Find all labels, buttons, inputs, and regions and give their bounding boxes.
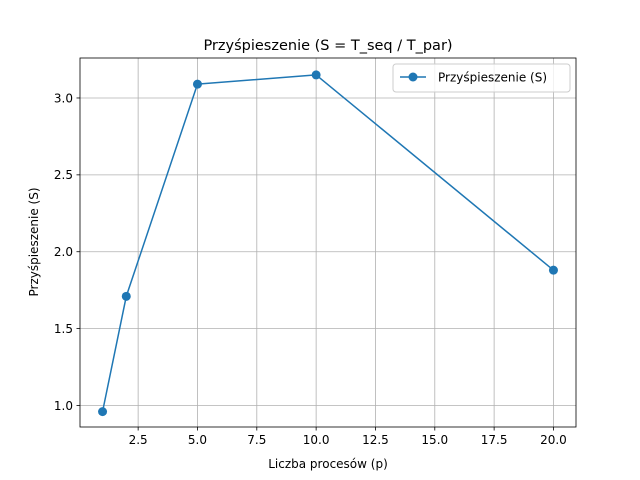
x-tick-label: 12.5: [362, 433, 389, 447]
y-tick-label: 2.0: [54, 245, 73, 259]
y-tick-label: 2.5: [54, 168, 73, 182]
y-axis-label: Przyśpieszenie (S): [27, 188, 41, 297]
legend-box: [392, 63, 571, 93]
x-tick-label: 17.5: [481, 433, 508, 447]
data-point: [192, 79, 202, 89]
y-tick-label: 1.0: [54, 399, 73, 413]
x-tick-label: 7.5: [247, 433, 266, 447]
y-axis-ticks: 1.0 1.5 2.0 2.5 3.0: [54, 91, 80, 413]
x-axis-ticks: 2.5 5.0 7.5 10.0 12.5 15.0 17.5 20.0: [129, 427, 567, 447]
chart-title: Przyśpieszenie (S = T_seq / T_par): [203, 38, 452, 54]
data-point: [98, 407, 108, 417]
x-tick-label: 5.0: [188, 433, 207, 447]
legend: Przyśpieszenie (S): [392, 63, 571, 93]
y-tick-label: 3.0: [54, 91, 73, 105]
plot-frame: [79, 57, 577, 428]
legend-marker: [408, 72, 418, 82]
grid: [80, 58, 576, 427]
x-axis-label: Liczba procesów (p): [268, 457, 388, 471]
data-point: [311, 70, 321, 80]
x-tick-label: 15.0: [421, 433, 448, 447]
x-tick-label: 2.5: [129, 433, 148, 447]
x-tick-label: 20.0: [540, 433, 567, 447]
legend-label: Przyśpieszenie (S): [438, 71, 547, 85]
x-tick-label: 10.0: [303, 433, 330, 447]
data-point: [548, 265, 558, 275]
series-layer: [98, 70, 558, 417]
data-point: [121, 291, 131, 301]
y-tick-label: 1.5: [54, 322, 73, 336]
